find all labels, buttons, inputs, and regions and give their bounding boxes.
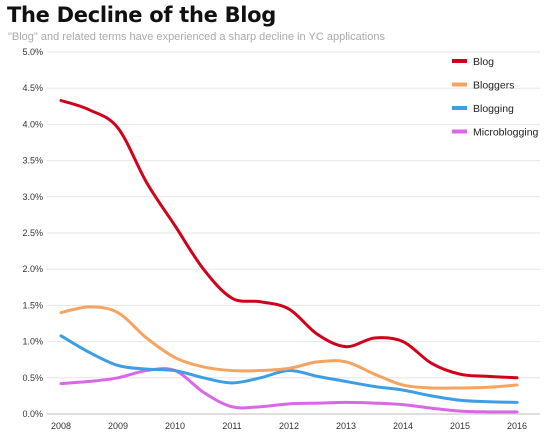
- y-tick-label: 4.5%: [22, 83, 43, 93]
- y-tick-label: 2.0%: [22, 264, 43, 274]
- x-tick-label: 2016: [507, 421, 527, 431]
- y-tick-label: 0.0%: [22, 409, 43, 419]
- y-tick-label: 4.0%: [22, 119, 43, 129]
- chart-subtitle: "Blog" and related terms have experience…: [8, 31, 385, 43]
- x-tick-label: 2014: [393, 421, 413, 431]
- series-lines: [59, 99, 519, 414]
- x-axis-ticks: 2008 2009 2010 2011 2012 2013 2014 2015 2016: [51, 421, 527, 431]
- series-line-bloggers: [59, 305, 519, 390]
- y-tick-label: 1.5%: [22, 300, 43, 310]
- x-tick-label: 2009: [108, 421, 128, 431]
- chart-title: The Decline of the Blog: [7, 3, 277, 27]
- y-tick-label: 1.0%: [22, 337, 43, 347]
- legend-label: Blog: [473, 56, 494, 68]
- x-tick-label: 2011: [222, 421, 241, 431]
- x-tick-label: 2012: [279, 421, 299, 431]
- grid-lines: [47, 51, 540, 415]
- legend-label: Bloggers: [473, 80, 514, 92]
- y-tick-label: 3.5%: [22, 156, 43, 166]
- x-tick-label: 2013: [336, 421, 356, 431]
- y-axis-ticks: 0.0% 0.5% 1.0% 1.5% 2.0% 2.5% 3.0% 3.5% 4.0% 4.5%…: [22, 47, 43, 419]
- x-tick-label: 2015: [450, 421, 470, 431]
- y-tick-label: 5.0%: [22, 47, 43, 57]
- y-tick-label: 0.5%: [22, 373, 43, 383]
- legend-label: Microblogging: [473, 127, 539, 139]
- x-tick-label: 2010: [165, 421, 185, 431]
- series-line-blog: [59, 99, 519, 380]
- x-tick-label: 2008: [51, 421, 71, 431]
- y-tick-label: 3.0%: [22, 192, 43, 202]
- series-line-microblogging: [59, 367, 519, 414]
- y-tick-label: 2.5%: [22, 228, 43, 238]
- legend-label: Blogging: [473, 103, 514, 115]
- series-line-blogging: [59, 334, 519, 404]
- legend: Blog Bloggers Blogging Microblogging: [452, 56, 539, 139]
